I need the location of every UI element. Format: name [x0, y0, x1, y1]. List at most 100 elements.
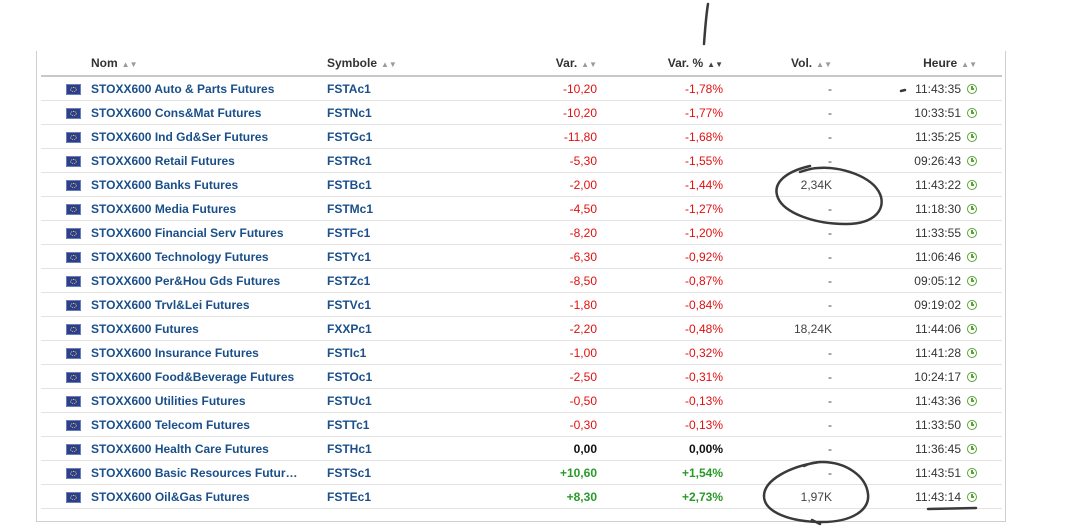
table-row[interactable]: STOXX600 Per&Hou Gds Futures FSTZc1 -8,50 -… [41, 268, 1002, 293]
name-cell: STOXX600 Trvl&Lei Futures [91, 292, 327, 317]
row-spacer [977, 340, 1002, 365]
volume-cell: 1,97K [723, 484, 832, 509]
header-name-label: Nom [91, 56, 118, 70]
table-row[interactable]: STOXX600 Health Care Futures FSTHc1 0,00 0,… [41, 436, 1002, 461]
table-row[interactable]: STOXX600 Futures FXXPc1 -2,20 -0,48% 18,24K 1… [41, 316, 1002, 341]
flag-cell [41, 268, 91, 293]
instrument-name-link[interactable]: STOXX600 Technology Futures [91, 249, 269, 264]
header-symbol-label: Symbole [327, 56, 378, 70]
instrument-name-link[interactable]: STOXX600 Futures [91, 321, 199, 336]
symbol-link[interactable]: FSTAc1 [327, 81, 371, 96]
change-cell: +10,60 [467, 460, 597, 485]
symbol-link[interactable]: FSTFc1 [327, 225, 371, 240]
table-row[interactable]: STOXX600 Financial Serv Futures FSTFc1 -8,… [41, 220, 1002, 245]
clock-icon [967, 107, 977, 118]
header-flag [41, 51, 91, 77]
table-row[interactable]: STOXX600 Telecom Futures FSTTc1 -0,30 -0,13… [41, 412, 1002, 437]
instrument-name-link[interactable]: STOXX600 Auto & Parts Futures [91, 81, 275, 96]
table-row[interactable]: STOXX600 Utilities Futures FSTUc1 -0,50 -0,… [41, 388, 1002, 413]
symbol-link[interactable]: FSTEc1 [327, 489, 372, 504]
instrument-name-link[interactable]: STOXX600 Food&Beverage Futures [91, 369, 295, 384]
instrument-name-link[interactable]: STOXX600 Ind Gd&Ser Futures [91, 129, 269, 144]
instrument-name-link[interactable]: STOXX600 Retail Futures [91, 153, 235, 168]
sort-icon[interactable]: ▲▼ [581, 60, 597, 69]
change-cell: -0,50 [467, 388, 597, 413]
volume-cell: 18,24K [723, 316, 832, 341]
instrument-name-link[interactable]: STOXX600 Cons&Mat Futures [91, 105, 262, 120]
header-name[interactable]: Nom ▲▼ [91, 51, 327, 77]
time-value: 11:33:55 [915, 225, 961, 240]
table-row[interactable]: STOXX600 Technology Futures FSTYc1 -6,30 -0… [41, 244, 1002, 269]
row-spacer [977, 220, 1002, 245]
instrument-name-link[interactable]: STOXX600 Banks Futures [91, 177, 239, 192]
name-cell: STOXX600 Insurance Futures [91, 340, 327, 365]
symbol-link[interactable]: FSTTc1 [327, 417, 370, 432]
header-symbol[interactable]: Symbole ▲▼ [327, 51, 467, 77]
sort-icon[interactable]: ▲▼ [816, 60, 832, 69]
instrument-name-link[interactable]: STOXX600 Health Care Futures [91, 441, 269, 456]
symbol-link[interactable]: FSTOc1 [327, 369, 373, 384]
flag-cell [41, 148, 91, 173]
table-row[interactable]: STOXX600 Retail Futures FSTRc1 -5,30 -1,55%… [41, 148, 1002, 173]
symbol-link[interactable]: FSTBc1 [327, 177, 372, 192]
flag-cell [41, 76, 91, 101]
time-cell: 11:41:28 [832, 340, 977, 365]
change-value: -0,50 [569, 393, 597, 408]
flag-cell [41, 100, 91, 125]
header-volume[interactable]: Vol. ▲▼ [723, 51, 832, 77]
symbol-link[interactable]: FSTHc1 [327, 441, 372, 456]
instrument-name-link[interactable]: STOXX600 Per&Hou Gds Futures [91, 273, 281, 288]
table-row[interactable]: STOXX600 Food&Beverage Futures FSTOc1 -2,5… [41, 364, 1002, 389]
instrument-name-link[interactable]: STOXX600 Insurance Futures [91, 345, 259, 360]
table-row[interactable]: STOXX600 Trvl&Lei Futures FSTVc1 -1,80 -0,8… [41, 292, 1002, 317]
symbol-link[interactable]: FSTIc1 [327, 345, 367, 360]
name-cell: STOXX600 Cons&Mat Futures [91, 100, 327, 125]
change-pct-value: -0,32% [684, 345, 723, 360]
table-row[interactable]: STOXX600 Media Futures FSTMc1 -4,50 -1,27% -… [41, 196, 1002, 221]
table-row[interactable]: STOXX600 Oil&Gas Futures FSTEc1 +8,30 +2,73… [41, 484, 1002, 509]
volume-value: - [828, 201, 832, 216]
volume-cell: - [723, 412, 832, 437]
eu-flag-icon [66, 491, 81, 503]
name-cell: STOXX600 Oil&Gas Futures [91, 484, 327, 509]
symbol-link[interactable]: FSTZc1 [327, 273, 371, 288]
table-row[interactable]: STOXX600 Cons&Mat Futures FSTNc1 -10,20 -1,… [41, 100, 1002, 125]
symbol-link[interactable]: FSTNc1 [327, 105, 372, 120]
table-row[interactable]: STOXX600 Auto & Parts Futures FSTAc1 -10,2… [41, 76, 1002, 101]
header-change[interactable]: Var. ▲▼ [467, 51, 597, 77]
time-cell: 09:19:02 [832, 292, 977, 317]
table-row[interactable]: STOXX600 Basic Resources Futur… FSTSc1 +10… [41, 460, 1002, 485]
instrument-name-link[interactable]: STOXX600 Financial Serv Futures [91, 225, 284, 240]
volume-value: - [828, 273, 832, 288]
sort-icon[interactable]: ▲▼ [121, 60, 138, 69]
clock-icon [967, 227, 977, 238]
symbol-link[interactable]: FSTUc1 [327, 393, 372, 408]
sort-icon[interactable]: ▲▼ [961, 60, 977, 69]
flag-cell [41, 340, 91, 365]
symbol-cell: FSTBc1 [327, 172, 467, 197]
instrument-name-link[interactable]: STOXX600 Trvl&Lei Futures [91, 297, 250, 312]
symbol-link[interactable]: FSTGc1 [327, 129, 373, 144]
instrument-name-link[interactable]: STOXX600 Media Futures [91, 201, 237, 216]
table-row[interactable]: STOXX600 Insurance Futures FSTIc1 -1,00 -0,… [41, 340, 1002, 365]
symbol-link[interactable]: FSTRc1 [327, 153, 372, 168]
change-pct-value: -0,13% [684, 393, 723, 408]
table-row[interactable]: STOXX600 Ind Gd&Ser Futures FSTGc1 -11,80 -… [41, 124, 1002, 149]
symbol-link[interactable]: FXXPc1 [327, 321, 372, 336]
instrument-name-link[interactable]: STOXX600 Oil&Gas Futures [91, 489, 250, 504]
symbol-link[interactable]: FSTMc1 [327, 201, 374, 216]
change-pct-cell: -1,77% [597, 100, 723, 125]
header-change-pct[interactable]: Var. % ▲▼ [597, 51, 723, 77]
sort-icon[interactable]: ▲▼ [381, 60, 397, 69]
instrument-name-link[interactable]: STOXX600 Utilities Futures [91, 393, 246, 408]
name-cell: STOXX600 Futures [91, 316, 327, 341]
symbol-link[interactable]: FSTSc1 [327, 465, 372, 480]
instrument-name-link[interactable]: STOXX600 Basic Resources Futur… [91, 465, 298, 480]
header-time[interactable]: Heure ▲▼ [832, 51, 977, 77]
symbol-link[interactable]: FSTYc1 [327, 249, 372, 264]
symbol-link[interactable]: FSTVc1 [327, 297, 372, 312]
sort-icon-active[interactable]: ▲▼ [707, 60, 723, 69]
table-row[interactable]: STOXX600 Banks Futures FSTBc1 -2,00 -1,44% 2… [41, 172, 1002, 197]
symbol-cell: FSTSc1 [327, 460, 467, 485]
instrument-name-link[interactable]: STOXX600 Telecom Futures [91, 417, 250, 432]
